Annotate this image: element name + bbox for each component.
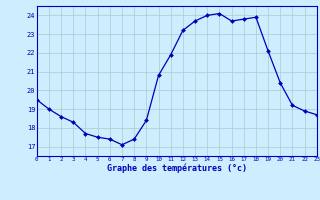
X-axis label: Graphe des températures (°c): Graphe des températures (°c) (107, 164, 247, 173)
